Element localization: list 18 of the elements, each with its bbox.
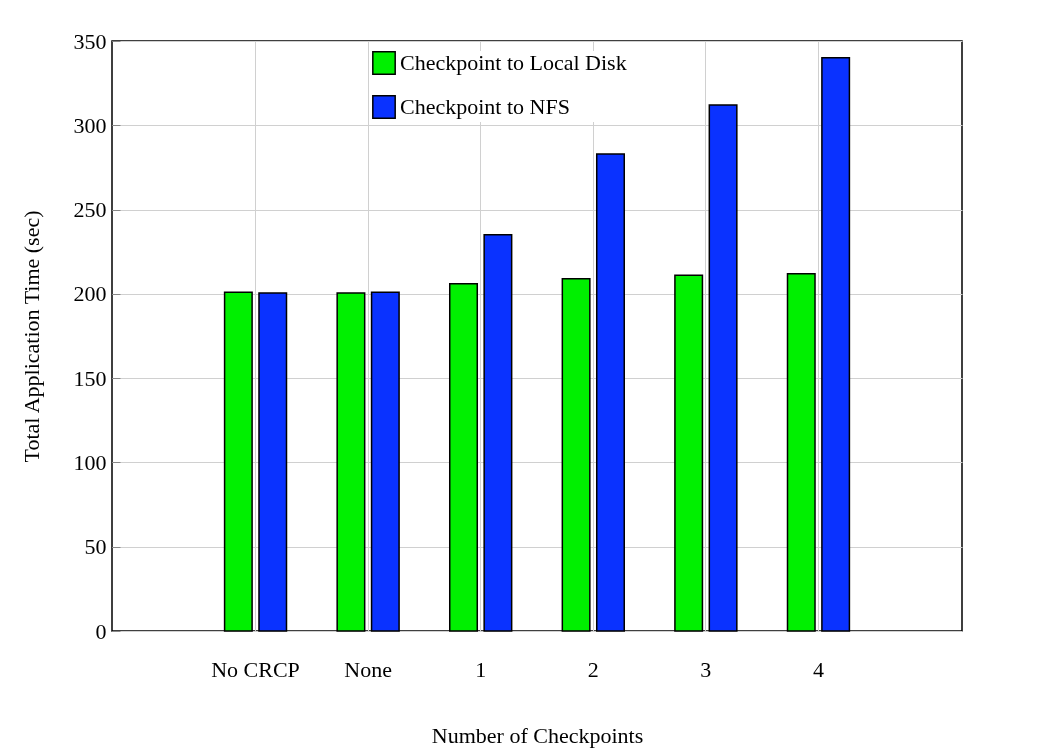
legend-label: Checkpoint to Local Disk [400, 50, 627, 75]
y-tick-label: 200 [73, 281, 107, 307]
x-tick-label: 4 [812, 656, 824, 682]
y-tick-label: 250 [73, 197, 107, 223]
x-tick-label: No CRCP [211, 656, 300, 682]
x-tick-label: 2 [587, 656, 599, 682]
legend-label: Checkpoint to NFS [400, 94, 570, 119]
x-tick-label: 3 [700, 656, 712, 682]
x-axis-title: Number of Checkpoints [431, 722, 644, 748]
y-tick-label: 100 [73, 449, 107, 475]
y-tick-label: 0 [95, 618, 107, 644]
x-tick-label: 1 [475, 656, 487, 682]
y-tick-label: 350 [73, 28, 107, 54]
y-tick-label: 300 [73, 112, 107, 138]
x-tick-label: None [344, 656, 392, 682]
y-tick-label: 50 [84, 534, 107, 560]
y-tick-label: 150 [73, 365, 107, 391]
y-axis-title: Total Application Time (sec) [18, 210, 44, 463]
